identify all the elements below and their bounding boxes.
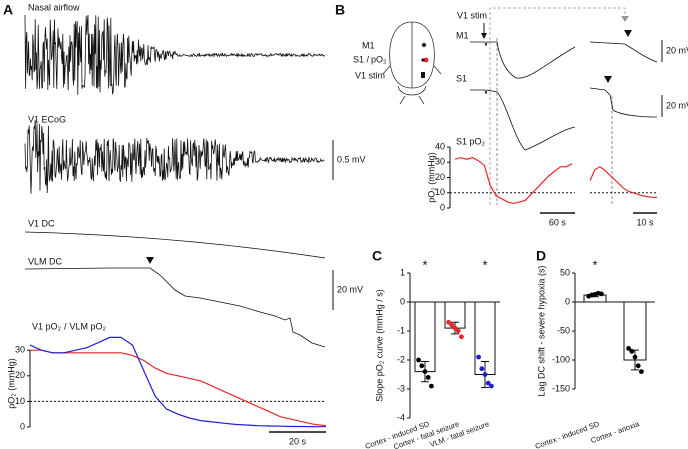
data-point bbox=[476, 354, 481, 360]
v1-dc-trace bbox=[24, 231, 326, 259]
data-line bbox=[454, 157, 573, 205]
y-tick-label: 30 bbox=[435, 157, 445, 167]
panel-label: B bbox=[335, 2, 345, 18]
panel-label: C bbox=[372, 248, 382, 264]
data-line bbox=[30, 349, 327, 427]
b-traces bbox=[470, 41, 658, 151]
data-point bbox=[446, 319, 451, 325]
stim-markers bbox=[146, 7, 632, 264]
scale-bar-label: 60 s bbox=[549, 217, 567, 227]
y-axis-label: pO₂ (mmHg) bbox=[426, 152, 436, 203]
trace-label: V1 DC bbox=[28, 218, 55, 228]
y-tick-label: -3 bbox=[397, 383, 405, 393]
scale-bar-label: 10 s bbox=[637, 217, 655, 227]
trace-label: S1 pO₂ bbox=[456, 136, 486, 146]
y-tick-label: 0 bbox=[400, 296, 405, 306]
data-point bbox=[485, 380, 491, 386]
y-tick-label: -50 bbox=[557, 325, 570, 335]
trace-label: S1 bbox=[456, 73, 467, 83]
data-point bbox=[422, 369, 428, 374]
significance-marker: * bbox=[482, 257, 487, 272]
y-tick-label: 0 bbox=[20, 421, 25, 431]
data-point bbox=[482, 372, 488, 377]
data-line bbox=[589, 166, 657, 198]
data-point bbox=[416, 357, 421, 363]
scale-bar-label: 20 mV bbox=[666, 45, 688, 55]
data-point bbox=[639, 369, 644, 374]
airflow-trace bbox=[24, 14, 325, 95]
y-tick-label: -100 bbox=[552, 354, 570, 364]
y-tick-label: -2 bbox=[397, 354, 405, 364]
scale-bar-label: 0.5 mV bbox=[337, 154, 366, 164]
site-label: pO₂ bbox=[371, 54, 387, 64]
ecog-trace bbox=[24, 119, 325, 194]
y-axis-label: Slope pO₂ curve (mmHg / s) bbox=[374, 289, 384, 402]
y-axis-label: Lag DC shift - severe hypoxia (s) bbox=[536, 265, 546, 396]
brain-schematic bbox=[382, 21, 442, 105]
y-tick-label: 30 bbox=[15, 345, 25, 355]
vlm-dc-trace bbox=[24, 267, 326, 348]
x-tick-label: Cortex - induced SD bbox=[534, 419, 601, 449]
significance-marker: * bbox=[592, 257, 597, 272]
data-point bbox=[425, 375, 431, 380]
y-tick-label: 20 bbox=[435, 172, 445, 182]
y-tick-label: 50 bbox=[560, 267, 570, 277]
data-point bbox=[429, 383, 434, 389]
trace-label: M1 bbox=[456, 30, 469, 40]
scale-bar-label: 20 s bbox=[289, 436, 307, 446]
y-tick-label: 40 bbox=[435, 141, 445, 151]
legend-entry: V1 pO₂ bbox=[32, 321, 62, 331]
site-label: V1 stim bbox=[355, 70, 385, 80]
scale-bar-label: 20 mV bbox=[666, 100, 688, 110]
data-point bbox=[419, 363, 425, 369]
data-point bbox=[599, 291, 604, 297]
y-tick-label: 20 bbox=[15, 370, 25, 380]
data-point bbox=[489, 383, 494, 389]
site-label: S1 / bbox=[353, 54, 370, 64]
y-tick-label: 10 bbox=[435, 187, 445, 197]
y-axis-label: pO₂ (mmHg) bbox=[6, 358, 16, 409]
significance-marker: * bbox=[422, 257, 427, 272]
scale-bar-label: 20 mV bbox=[337, 284, 363, 294]
y-tick-label: 1 bbox=[400, 267, 405, 277]
data-point bbox=[632, 354, 638, 360]
data-point bbox=[635, 363, 641, 369]
y-tick-label: 0 bbox=[565, 296, 570, 306]
data-line bbox=[29, 336, 326, 428]
panel-label: A bbox=[3, 2, 13, 18]
site-label: M1 bbox=[362, 40, 375, 50]
y-tick-label: -150 bbox=[552, 383, 570, 393]
legend-entry: VLM pO₂ bbox=[70, 321, 107, 331]
y-tick-label: -1 bbox=[397, 325, 405, 335]
y-tick-label: 0 bbox=[440, 202, 445, 212]
data-point bbox=[626, 346, 631, 351]
trace-label: VLM DC bbox=[28, 256, 63, 266]
panel-label: D bbox=[536, 248, 546, 264]
y-tick-label: 10 bbox=[15, 396, 25, 406]
data-point bbox=[452, 325, 458, 331]
data-point bbox=[449, 322, 455, 328]
legend-separator: / bbox=[64, 321, 67, 331]
data-point bbox=[455, 328, 461, 334]
data-point bbox=[479, 366, 485, 372]
data-point bbox=[629, 348, 635, 354]
trace-label: V1 ECoG bbox=[28, 114, 66, 124]
trace-label: Nasal airflow bbox=[28, 2, 80, 12]
stim-label: V1 stim bbox=[457, 10, 487, 20]
data-point bbox=[459, 334, 464, 340]
y-tick-label: -4 bbox=[397, 412, 405, 422]
